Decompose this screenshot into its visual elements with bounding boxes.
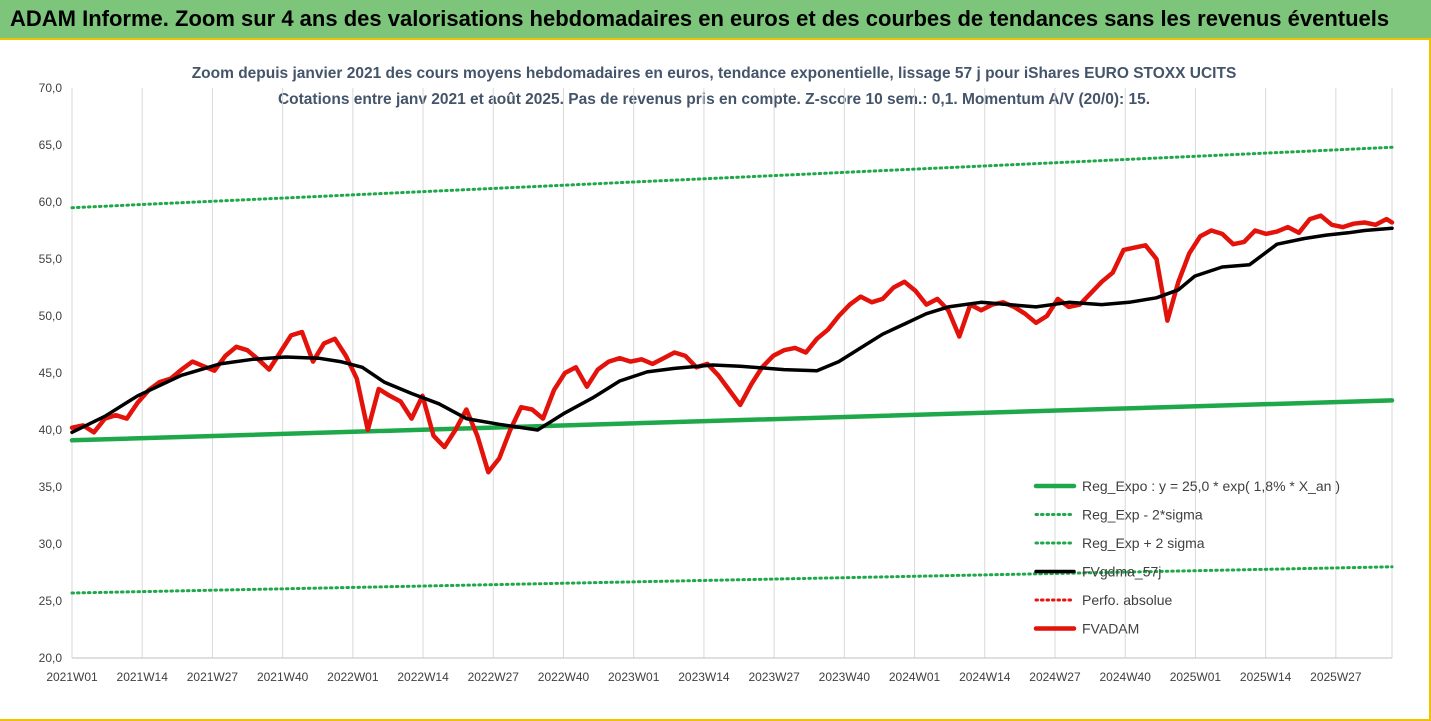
series-reg-minus-2sigma	[70, 565, 1394, 595]
x-tick-label: 2025W14	[1240, 670, 1292, 684]
x-tick-label: 2023W27	[748, 670, 800, 684]
legend-label: Reg_Exp + 2 sigma	[1082, 535, 1205, 551]
legend-label: Reg_Exp - 2*sigma	[1082, 507, 1203, 523]
legend-label: Reg_Expo : y = 25,0 * exp( 1,8% * X_an )	[1082, 478, 1340, 494]
x-tick-label: 2021W27	[187, 670, 239, 684]
x-tick-label: 2022W01	[327, 670, 379, 684]
x-tick-label: 2023W40	[819, 670, 871, 684]
y-axis-ticks: 20,0 25,0 30,0 35,0 40,0 45,0 50,0 55,0 60,0 65,0…	[39, 81, 63, 665]
y-tick-label: 50,0	[39, 309, 63, 323]
y-tick-label: 45,0	[39, 366, 63, 380]
y-tick-label: 25,0	[39, 594, 63, 608]
y-tick-label: 30,0	[39, 537, 63, 551]
legend-label: Perfo. absolue	[1082, 592, 1172, 608]
chart-frame: Zoom depuis janvier 2021 des cours moyen…	[0, 38, 1431, 721]
y-tick-label: 65,0	[39, 138, 63, 152]
chart-subtitle: Cotations entre janv 2021 et août 2025. …	[278, 91, 1150, 108]
legend: Reg_Expo : y = 25,0 * exp( 1,8% * X_an )…	[1033, 478, 1340, 637]
x-tick-label: 2021W40	[257, 670, 309, 684]
x-tick-label: 2022W14	[397, 670, 449, 684]
gridlines	[71, 88, 1393, 659]
series-reg-plus-2sigma	[70, 145, 1394, 210]
x-tick-label: 2022W40	[538, 670, 590, 684]
y-tick-label: 60,0	[39, 195, 63, 209]
report-banner-title: ADAM Informe. Zoom sur 4 ans des valoris…	[0, 0, 1431, 38]
y-tick-label: 70,0	[39, 81, 63, 95]
x-tick-label: 2021W14	[117, 670, 169, 684]
series-lines	[69, 145, 1395, 595]
series-reg-expo	[69, 398, 1395, 443]
x-tick-label: 2023W14	[678, 670, 730, 684]
x-tick-label: 2021W01	[46, 670, 98, 684]
x-tick-label: 2023W01	[608, 670, 660, 684]
series-fvadam	[69, 213, 1395, 475]
x-tick-label: 2024W14	[959, 670, 1011, 684]
legend-label: FVADAM	[1082, 621, 1139, 637]
x-axis-ticks: 2021W01 2021W14 2021W27 2021W40 2022W01 2022W…	[46, 670, 1362, 684]
y-tick-label: 55,0	[39, 252, 63, 266]
x-tick-label: 2025W27	[1310, 670, 1362, 684]
legend-label: FVgdma_57j	[1082, 564, 1161, 580]
x-tick-label: 2024W27	[1029, 670, 1081, 684]
y-tick-label: 40,0	[39, 423, 63, 437]
x-tick-label: 2024W01	[889, 670, 941, 684]
x-tick-label: 2024W40	[1100, 670, 1152, 684]
y-tick-label: 35,0	[39, 480, 63, 494]
chart-title: Zoom depuis janvier 2021 des cours moyen…	[192, 65, 1237, 82]
series-fvgdma-57j	[70, 226, 1394, 435]
x-tick-label: 2022W27	[468, 670, 520, 684]
y-tick-label: 20,0	[39, 651, 63, 665]
line-chart: Zoom depuis janvier 2021 des cours moyen…	[39, 65, 1395, 684]
x-tick-label: 2025W01	[1170, 670, 1222, 684]
